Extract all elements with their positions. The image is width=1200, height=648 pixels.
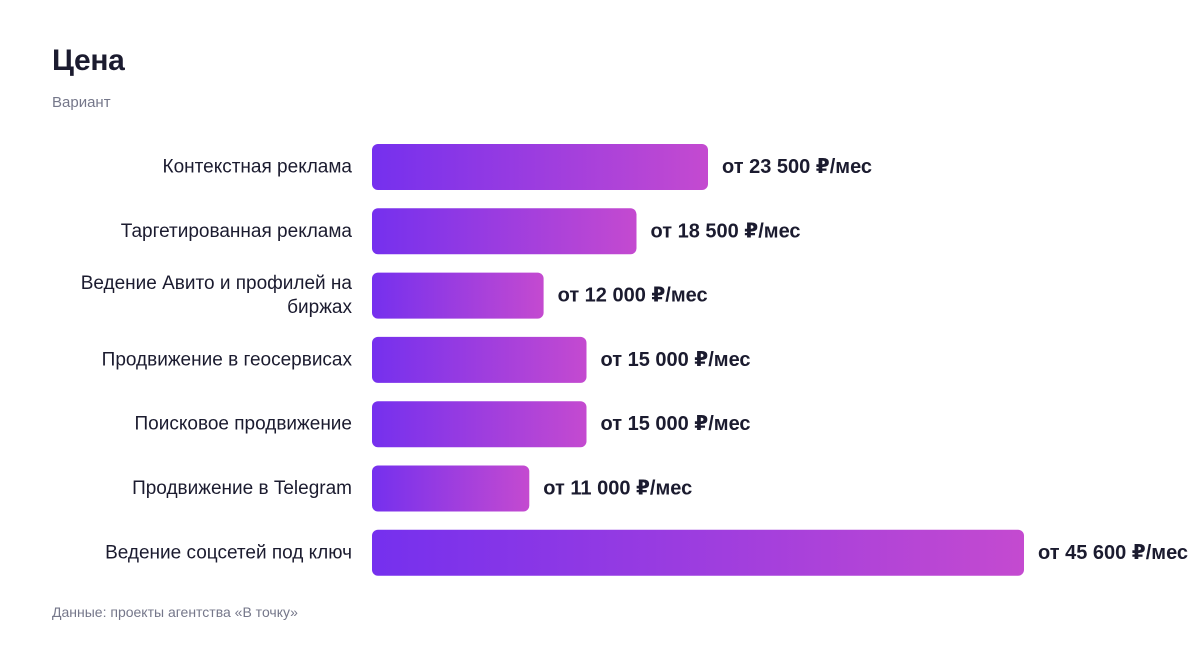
category-label-line: Ведение соцсетей под ключ	[105, 542, 352, 563]
category-label-line: Таргетированная реклама	[121, 221, 353, 242]
category-label-line: Поисковое продвижение	[135, 414, 352, 435]
category-label: Таргетированная реклама	[121, 221, 353, 242]
category-label-line: Контекстная реклама	[163, 157, 353, 178]
category-label: Продвижение в геосервисах	[102, 349, 353, 370]
bars-group: Контекстная реклама от 23 500 ₽/мес Таргет…	[81, 144, 1188, 576]
value-label: от 23 500 ₽/мес	[722, 156, 872, 178]
value-label: от 18 500 ₽/мес	[651, 220, 801, 242]
bar-5	[372, 401, 587, 448]
value-label: от 15 000 ₽/мес	[601, 413, 751, 435]
value-label: от 15 000 ₽/мес	[601, 349, 751, 371]
category-label: Ведение соцсетей под ключ	[105, 542, 352, 563]
chart-title: Цена	[52, 44, 125, 77]
bar-2	[372, 208, 637, 255]
value-label: от 11 000 ₽/мес	[543, 478, 692, 500]
category-label: Ведение Авито и профилей на биржах	[81, 273, 353, 318]
category-label-line: биржах	[287, 297, 352, 318]
category-label: Продвижение в Telegram	[132, 478, 352, 499]
category-label-line: Ведение Авито и профилей на	[81, 273, 353, 294]
bar-4	[372, 336, 587, 383]
bar-6	[372, 465, 530, 512]
value-label: от 12 000 ₽/мес	[558, 285, 708, 307]
category-label-line: Продвижение в Telegram	[132, 478, 352, 499]
value-label: от 45 600 ₽/мес	[1038, 542, 1188, 564]
chart-subtitle: Вариант	[52, 94, 111, 111]
category-label: Контекстная реклама	[163, 157, 353, 178]
data-source-note: Данные: проекты агентства «В точку»	[52, 604, 298, 620]
category-label: Поисковое продвижение	[135, 414, 352, 435]
bar-3	[372, 272, 544, 319]
bar-7	[372, 529, 1024, 576]
bar-1	[372, 144, 708, 190]
category-label-line: Продвижение в геосервисах	[102, 349, 353, 370]
